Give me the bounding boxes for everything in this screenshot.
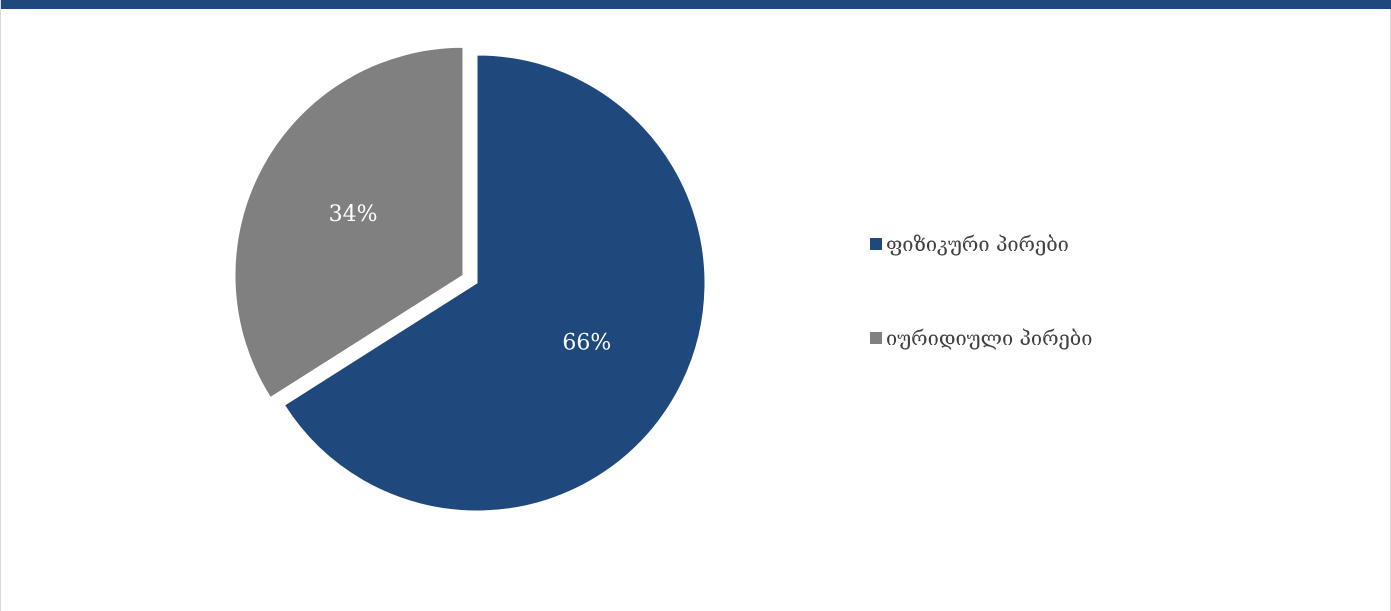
pie-data-label-0: 66% <box>562 330 611 355</box>
legend-item-legal-entities: იურიდიული პირები <box>870 318 1092 358</box>
legend-item-physical-persons: ფიზიკური პირები <box>870 224 1092 264</box>
legend-label-physical-persons: ფიზიკური პირები <box>886 232 1069 256</box>
legend-swatch-physical-persons <box>870 238 882 250</box>
legend-label-legal-entities: იურიდიული პირები <box>886 326 1092 350</box>
legend: ფიზიკური პირები იურიდიული პირები <box>870 224 1092 412</box>
pie-data-label-1: 34% <box>329 202 378 227</box>
legend-swatch-legal-entities <box>870 332 882 344</box>
